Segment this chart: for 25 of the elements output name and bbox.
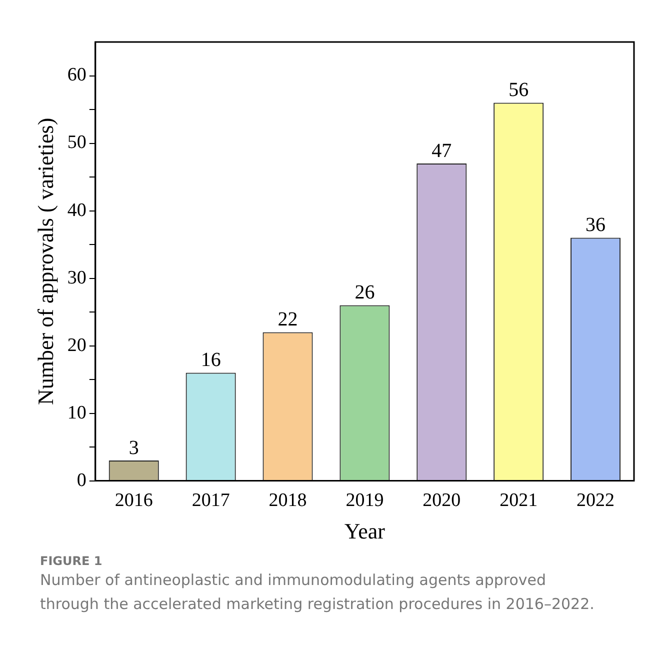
data-label: 3 — [128, 436, 139, 459]
x-tick-label: 2017 — [192, 490, 230, 512]
x-tick-label: 2018 — [268, 490, 307, 512]
y-axis-title: Number of approvals ( varieties) — [32, 118, 58, 405]
x-axis-title: Year — [344, 518, 386, 544]
data-label: 26 — [354, 282, 375, 304]
data-label: 47 — [432, 140, 452, 162]
x-tick-label: 2016 — [114, 490, 153, 512]
y-tick-label: 20 — [67, 334, 86, 356]
y-tick-label: 10 — [67, 402, 86, 424]
x-tick-label: 2020 — [422, 490, 461, 512]
y-tick-label: 0 — [76, 470, 86, 491]
x-tick-label: 2019 — [346, 490, 384, 512]
x-tick-label: 2022 — [576, 490, 615, 512]
y-tick-label: 30 — [67, 267, 86, 288]
y-tick-label: 50 — [67, 132, 86, 154]
data-label: 16 — [200, 349, 221, 372]
text: Number of antineoplastic and immunomodulating agents approved through the accelerated marketing registration procedures in 2016–2022. — [40, 570, 596, 615]
data-label: 36 — [586, 214, 606, 236]
y-tick-label: 60 — [67, 64, 86, 86]
x-tick-label: 2021 — [500, 490, 538, 512]
data-label: 56 — [508, 79, 529, 102]
caption: FIGURE 1 — [40, 554, 104, 568]
data-label: 22 — [278, 308, 298, 331]
y-tick-label: 40 — [67, 200, 86, 221]
